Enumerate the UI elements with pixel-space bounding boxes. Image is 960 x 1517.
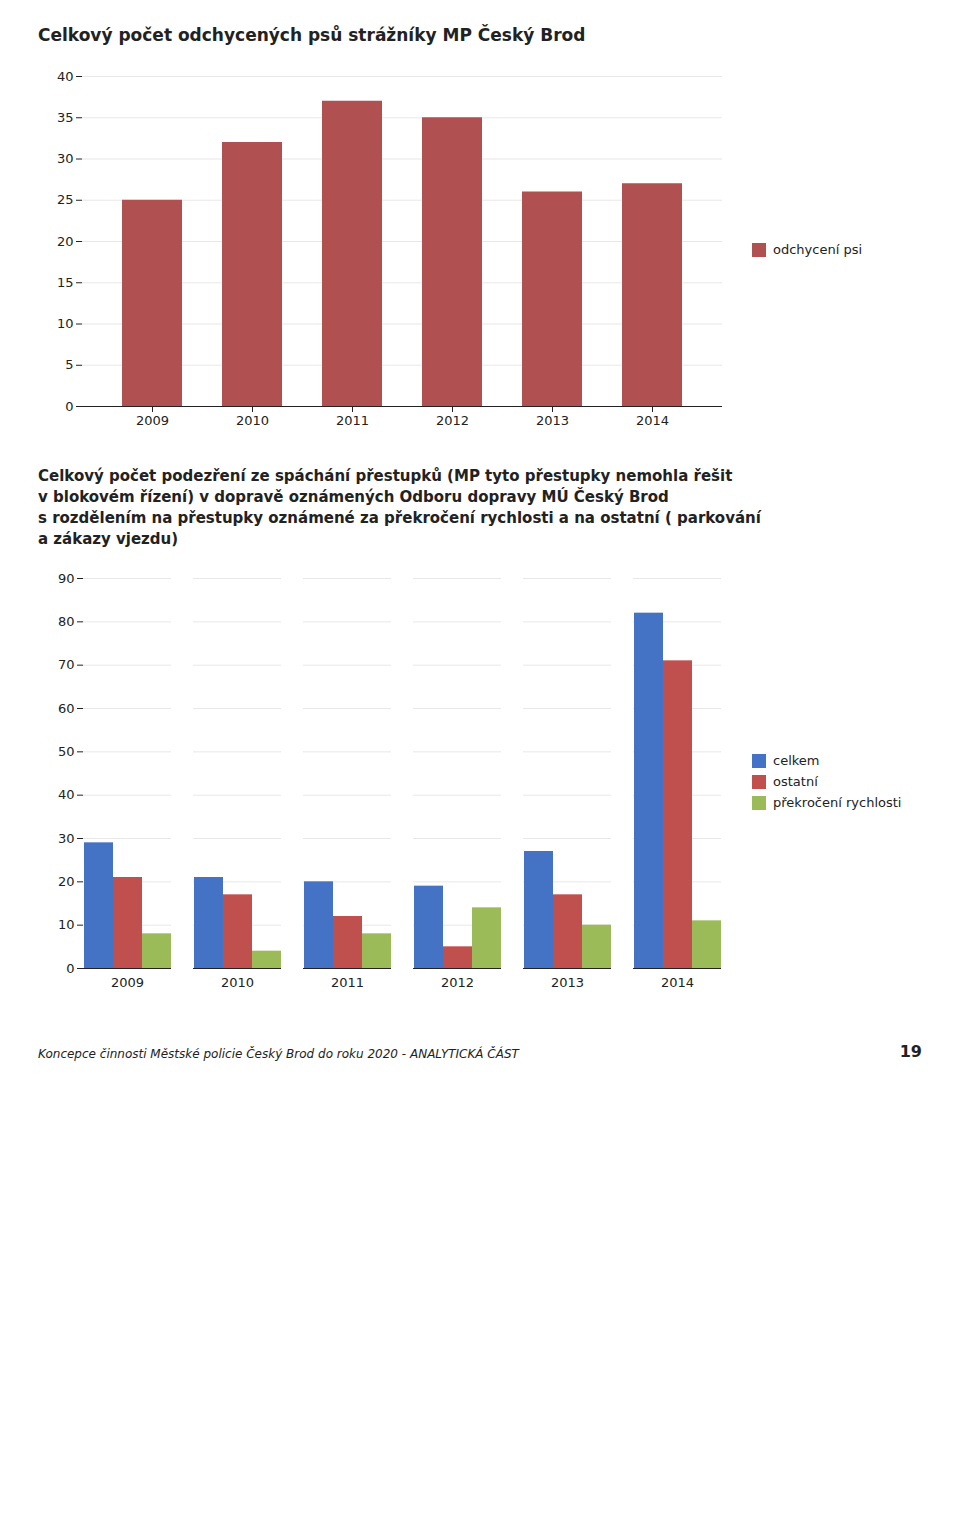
svg-text:2014: 2014 <box>661 975 694 990</box>
svg-text:80: 80 <box>58 614 75 629</box>
svg-text:2012: 2012 <box>436 413 469 428</box>
svg-text:2013: 2013 <box>551 975 584 990</box>
svg-text:0: 0 <box>66 960 74 975</box>
svg-text:5: 5 <box>65 357 73 372</box>
svg-text:20: 20 <box>57 233 74 248</box>
svg-text:30: 30 <box>57 151 74 166</box>
svg-text:2013: 2013 <box>536 413 569 428</box>
svg-text:2011: 2011 <box>336 413 369 428</box>
svg-text:50: 50 <box>58 744 75 759</box>
svg-text:0: 0 <box>65 398 73 413</box>
svg-text:35: 35 <box>57 110 74 125</box>
svg-text:2014: 2014 <box>636 413 669 428</box>
svg-text:2010: 2010 <box>221 975 254 990</box>
svg-text:2009: 2009 <box>136 413 169 428</box>
html-text:Celkový počet odchycených psů: Celkový počet odchycených psů strážníky … <box>38 25 586 45</box>
html-text:celkem: celkem <box>773 753 820 769</box>
svg-text:2011: 2011 <box>331 975 364 990</box>
html-text:Koncepce činnosti Městské poli: Koncepce činnosti Městské policie Český … <box>38 1046 519 1061</box>
svg-text:10: 10 <box>57 316 74 331</box>
svg-text:2012: 2012 <box>441 975 474 990</box>
svg-text:25: 25 <box>57 192 74 207</box>
svg-text:15: 15 <box>57 275 74 290</box>
svg-text:40: 40 <box>57 68 74 83</box>
svg-text:40: 40 <box>58 787 75 802</box>
svg-text:20: 20 <box>58 874 75 889</box>
html-text:19: 19 <box>899 1041 922 1061</box>
svg-text:70: 70 <box>58 657 75 672</box>
svg-text:90: 90 <box>58 570 75 585</box>
svg-text:2009: 2009 <box>111 975 144 990</box>
html-text:ostatní: ostatní <box>773 774 818 790</box>
svg-text:10: 10 <box>58 917 75 932</box>
svg-text:2010: 2010 <box>236 413 269 428</box>
html-text:Celkový počet podezření ze spá: Celkový počet podezření ze spáchání přes… <box>38 466 761 548</box>
html-text:odchycení psi: odchycení psi <box>773 242 863 258</box>
html-text:překročení rychlosti: překročení rychlosti <box>773 795 902 811</box>
svg-text:60: 60 <box>58 700 75 715</box>
svg-text:30: 30 <box>58 830 75 845</box>
